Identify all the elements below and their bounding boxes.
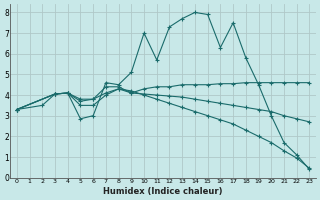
X-axis label: Humidex (Indice chaleur): Humidex (Indice chaleur) — [103, 187, 223, 196]
